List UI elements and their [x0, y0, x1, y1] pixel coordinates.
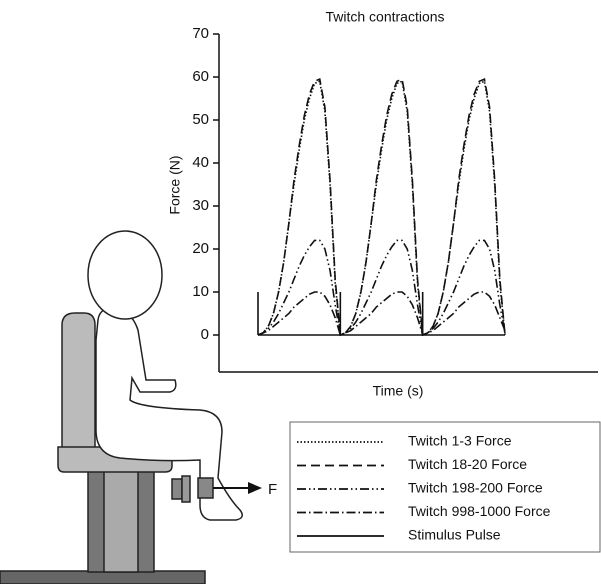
force-arrow: F [213, 481, 277, 498]
force-line [257, 291, 506, 337]
ankle-cuff [197, 477, 214, 499]
load-cell [171, 478, 183, 500]
y-tick-label: 30 [192, 197, 209, 214]
y-tick-label: 40 [192, 154, 209, 171]
legend-label: Twitch 198-200 Force [408, 480, 543, 496]
y-tick-label: 0 [201, 326, 209, 343]
chart-title: Twitch contractions [325, 9, 444, 25]
force-line [257, 239, 506, 337]
legend-label: Twitch 1-3 Force [408, 433, 512, 449]
chair-post-inner [103, 469, 139, 573]
y-axis-label: Force (N) [167, 155, 183, 214]
legend-box [289, 421, 601, 553]
load-cell-plate [181, 475, 191, 503]
chart: Twitch contractions Time (s) Force (N) 0… [167, 9, 601, 553]
person [87, 230, 243, 521]
legend-label: Stimulus Pulse [408, 527, 501, 543]
force-line [257, 78, 506, 337]
chair [0, 312, 206, 584]
x-axis-label: Time (s) [373, 383, 424, 399]
person-body [95, 308, 243, 521]
y-tick-label: 50 [192, 111, 209, 128]
arrow-head [248, 482, 262, 494]
chair-base [0, 570, 206, 584]
y-tick-label: 60 [192, 68, 209, 85]
chair-back [61, 312, 96, 462]
legend-label: Twitch 18-20 Force [408, 456, 527, 472]
y-tick-label: 70 [192, 25, 209, 42]
person-head [87, 230, 163, 320]
force-label: F [268, 481, 277, 498]
y-tick-label: 10 [192, 283, 209, 300]
legend-label: Twitch 998-1000 Force [408, 503, 551, 519]
y-tick-label: 20 [192, 240, 209, 257]
